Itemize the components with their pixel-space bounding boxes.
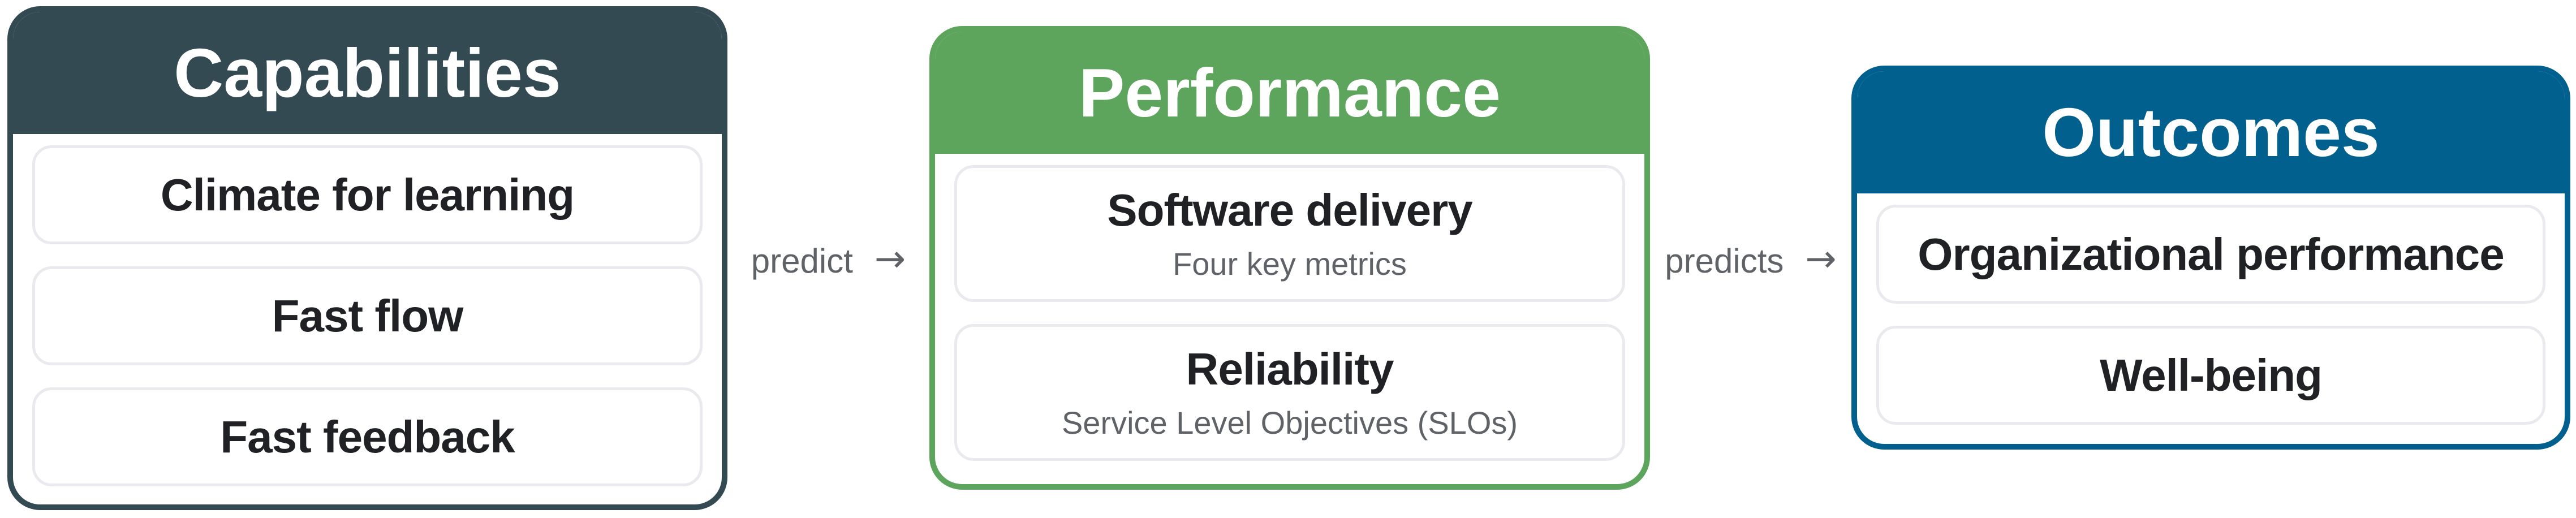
- item-title: Fast flow: [272, 290, 464, 341]
- connector-label: predicts: [1665, 242, 1784, 280]
- connector-predicts: predicts →: [1650, 227, 1851, 295]
- performance-body: Software delivery Four key metrics Relia…: [935, 154, 1644, 461]
- connector-label: predict: [751, 242, 853, 280]
- capabilities-box: Capabilities Climate for learning Fast f…: [7, 6, 727, 510]
- performance-header: Performance: [935, 32, 1644, 154]
- item-title: Well-being: [2100, 349, 2323, 400]
- list-item: Software delivery Four key metrics: [954, 165, 1625, 302]
- performance-box: Performance Software delivery Four key m…: [929, 26, 1650, 490]
- list-item: Fast feedback: [32, 387, 703, 486]
- item-title: Organizational performance: [1918, 228, 2504, 279]
- item-subtitle: Service Level Objectives (SLOs): [1061, 404, 1518, 441]
- list-item: Well-being: [1876, 326, 2545, 425]
- outcomes-title: Outcomes: [2042, 94, 2380, 171]
- item-title: Climate for learning: [160, 169, 575, 220]
- arrow-right-icon: →: [874, 237, 906, 280]
- connector-predict: predict →: [727, 227, 929, 295]
- capabilities-body: Climate for learning Fast flow Fast feed…: [13, 134, 722, 486]
- performance-title: Performance: [1079, 54, 1501, 131]
- list-item: Reliability Service Level Objectives (SL…: [954, 324, 1625, 461]
- capabilities-title: Capabilities: [174, 34, 561, 111]
- item-title: Software delivery: [1107, 184, 1472, 235]
- capabilities-header: Capabilities: [13, 12, 722, 134]
- item-subtitle: Four key metrics: [1173, 245, 1407, 282]
- arrow-right-icon: →: [1805, 237, 1837, 280]
- item-title: Reliability: [1186, 343, 1394, 394]
- outcomes-box: Outcomes Organizational performance Well…: [1851, 66, 2570, 450]
- list-item: Climate for learning: [32, 145, 703, 244]
- outcomes-header: Outcomes: [1857, 71, 2565, 193]
- outcomes-body: Organizational performance Well-being: [1857, 193, 2565, 425]
- list-item: Fast flow: [32, 266, 703, 365]
- item-title: Fast feedback: [220, 411, 515, 462]
- list-item: Organizational performance: [1876, 205, 2545, 304]
